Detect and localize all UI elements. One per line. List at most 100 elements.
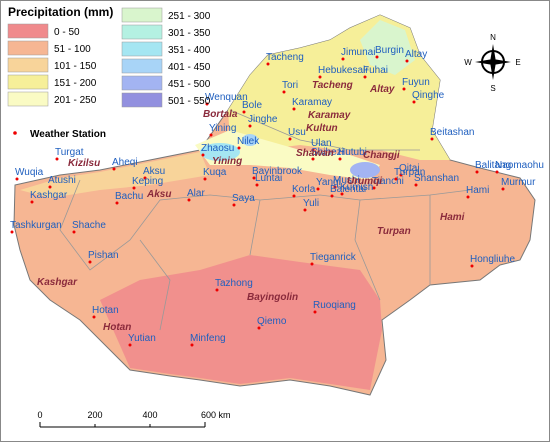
- station-dot: [232, 203, 236, 207]
- legend-swatch: [121, 7, 163, 23]
- legend-swatch: [7, 57, 49, 73]
- station-dot: [143, 176, 147, 180]
- station-dot: [372, 186, 376, 190]
- station-label: Tacheng: [266, 52, 304, 63]
- station-label: Mushi: [333, 175, 360, 186]
- station-dot: [310, 262, 314, 266]
- station-label: Usu: [288, 127, 306, 138]
- wet-zone: [242, 134, 258, 146]
- station-dot: [215, 288, 219, 292]
- legend-station-dot: [13, 131, 17, 135]
- station-label: Yutian: [128, 333, 156, 344]
- scale-label: 400: [142, 410, 157, 420]
- station-label: Saya: [232, 193, 255, 204]
- station-dot: [266, 62, 270, 66]
- station-label: Aksu: [143, 166, 165, 177]
- legend-label: 151 - 200: [54, 78, 97, 89]
- station-dot: [313, 310, 317, 314]
- station-dot: [341, 57, 345, 61]
- station-dot: [190, 343, 194, 347]
- station-dot: [55, 157, 59, 161]
- station-label: Kashgar: [30, 190, 68, 201]
- station-label: Yanqi: [316, 177, 341, 188]
- station-label: Balentai: [330, 184, 366, 195]
- station-label: Hami: [466, 185, 489, 196]
- station-dot: [112, 167, 116, 171]
- station-label: Ulan: [311, 138, 332, 149]
- region-label: Hami: [440, 212, 465, 223]
- station-dot: [330, 194, 334, 198]
- station-dot: [48, 185, 52, 189]
- station-label: Wuqia: [15, 167, 44, 178]
- station-label: Yining: [209, 123, 236, 134]
- legend-label: 301 - 350: [168, 28, 211, 39]
- station-dot: [10, 230, 14, 234]
- station-dot: [257, 326, 261, 330]
- station-label: Hebukesair: [318, 65, 369, 76]
- station-dot: [311, 148, 315, 152]
- station-dot: [92, 315, 96, 319]
- station-dot: [128, 343, 132, 347]
- station-label: Tianchi: [372, 176, 404, 187]
- legend-label: 101 - 150: [54, 61, 97, 72]
- station-dot: [333, 185, 337, 189]
- region-label: Yining: [212, 156, 242, 167]
- legend-label: 501 - 550: [168, 96, 211, 107]
- station-dot: [201, 153, 205, 157]
- station-dot: [303, 208, 307, 212]
- station-dot: [203, 177, 207, 181]
- legend-swatch: [7, 74, 49, 90]
- station-label: Atushi: [48, 175, 76, 186]
- station-label: Shache: [72, 220, 106, 231]
- station-label: Aheqi: [112, 157, 138, 168]
- legend-swatch: [121, 92, 163, 108]
- station-label: Nilek: [237, 136, 260, 147]
- legend-swatch: [121, 41, 163, 57]
- station-dot: [495, 170, 499, 174]
- boundaries: [59, 109, 471, 331]
- station-label: Hotan: [92, 305, 119, 316]
- scale-line: [39, 422, 206, 428]
- scale-label: 0: [37, 410, 42, 420]
- station-label: Turpan: [394, 167, 425, 178]
- station-label: Yuli: [303, 198, 319, 209]
- station-dot: [375, 55, 379, 59]
- scale-bar: 0 200 400 600 km: [37, 410, 231, 428]
- station-dot: [15, 177, 19, 181]
- station-label: Pishan: [88, 250, 119, 261]
- station-label: Kumish: [340, 182, 373, 193]
- station-dot: [402, 87, 406, 91]
- compass-e: E: [515, 58, 520, 67]
- legend-swatch: [121, 58, 163, 74]
- station-label: Karamay: [292, 97, 332, 108]
- station-dot: [318, 75, 322, 79]
- region-label: Hotan: [103, 322, 131, 333]
- compass-s: S: [490, 84, 495, 93]
- station-dot: [311, 157, 315, 161]
- region-label: Bayingolin: [247, 292, 298, 303]
- station-label: Kuqa: [203, 167, 227, 178]
- region-label: Tacheng: [312, 80, 353, 91]
- station-label: Hongliuhe: [470, 254, 515, 265]
- region-label: Aksu: [146, 189, 171, 200]
- station-label: Tazhong: [215, 278, 253, 289]
- region-label: Kizilsu: [68, 158, 100, 169]
- legend-title: Precipitation (mm): [8, 5, 113, 19]
- foothill-zone: [20, 152, 210, 198]
- station-dot: [132, 186, 136, 190]
- legend-swatch: [7, 23, 49, 39]
- region-label: Shawan: [296, 148, 334, 159]
- station-dot: [292, 194, 296, 198]
- station-label: Bole: [242, 100, 262, 111]
- station-dot: [237, 146, 241, 150]
- station-dot: [475, 170, 479, 174]
- station-label: Qiemo: [257, 316, 287, 327]
- station-dot: [255, 183, 259, 187]
- station-dot: [405, 59, 409, 63]
- legend-swatch: [121, 75, 163, 91]
- station-dot: [394, 177, 398, 181]
- region-label: Urumqi: [347, 176, 382, 187]
- station-dot: [288, 137, 292, 141]
- station-label: Beitashan: [430, 127, 474, 138]
- legend: Precipitation (mm) 0 - 50 51 - 100 101 - 1…: [1, 1, 211, 141]
